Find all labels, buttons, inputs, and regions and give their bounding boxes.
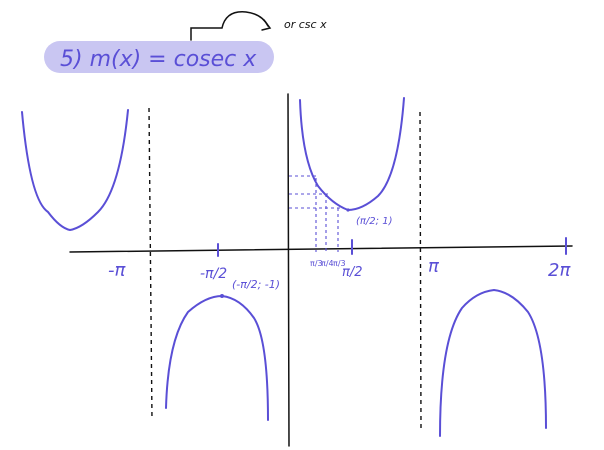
annotation-arrow bbox=[190, 11, 269, 41]
curve-branch-1 bbox=[21, 109, 129, 231]
curve-branch-2 bbox=[165, 295, 269, 421]
label-fraction-1: π/3 bbox=[310, 259, 323, 268]
curve-branch-4 bbox=[439, 289, 547, 437]
alt-notation: or csc x bbox=[284, 18, 327, 31]
curve-branch-3 bbox=[299, 97, 405, 211]
label-min-point: (π/2; 1) bbox=[356, 216, 392, 227]
label-fraction-3: π/3 bbox=[333, 259, 346, 268]
x-axis bbox=[69, 245, 573, 253]
arrow-head bbox=[261, 19, 272, 31]
max-point-dot bbox=[220, 294, 224, 298]
label-two-pi: 2π bbox=[548, 260, 571, 281]
asymptote-neg-pi bbox=[148, 107, 153, 421]
label-neg-half-pi: -π/2 bbox=[200, 266, 227, 282]
label-max-point: (-π/2; -1) bbox=[232, 278, 280, 291]
label-fraction-2: π/4 bbox=[321, 259, 334, 268]
title-highlight bbox=[44, 41, 274, 73]
function-title: 5) m(x) = cosec x bbox=[60, 47, 257, 72]
label-half-pi: π/2 bbox=[342, 265, 362, 280]
label-neg-pi: -π bbox=[108, 260, 126, 281]
y-axis bbox=[287, 93, 290, 447]
min-point-dot bbox=[346, 208, 350, 212]
label-pi: π bbox=[428, 256, 440, 277]
asymptote-pi bbox=[419, 111, 422, 429]
